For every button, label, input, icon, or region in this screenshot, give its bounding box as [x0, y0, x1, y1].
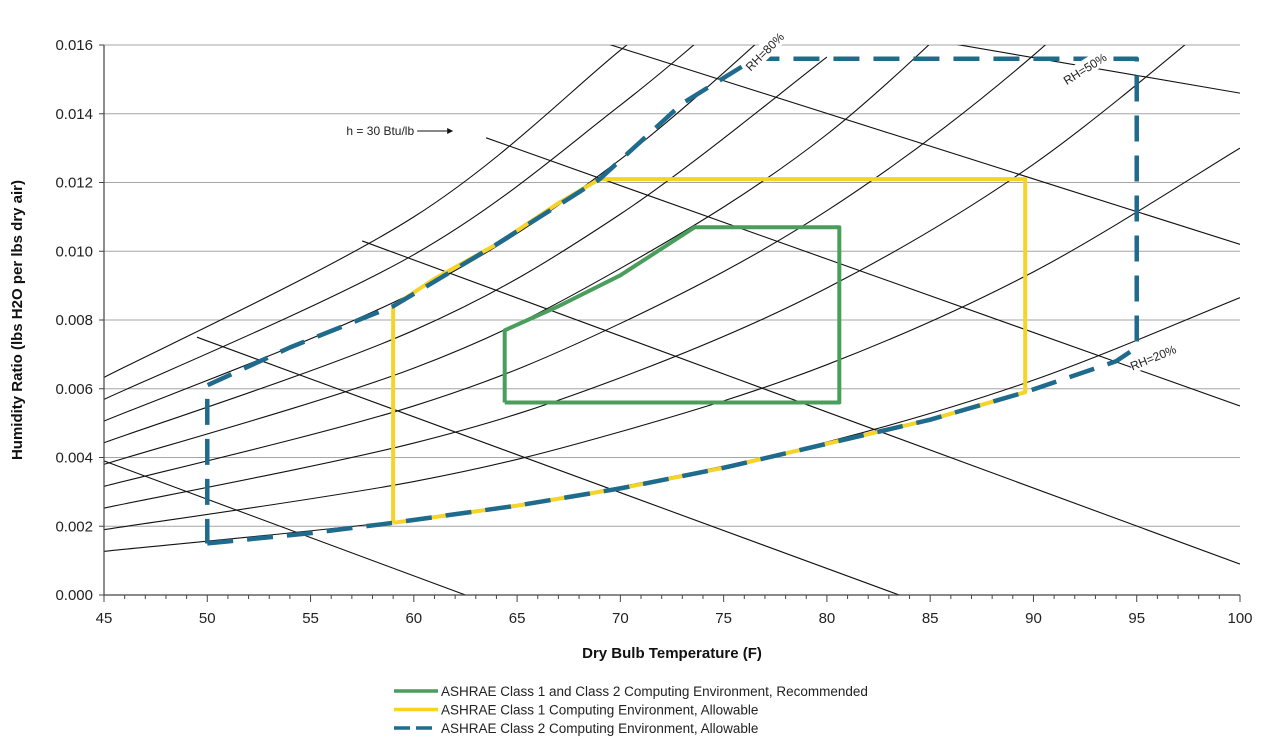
- x-tick-label: 85: [922, 610, 939, 627]
- y-axis-title: Humidity Ratio (lbs H2O per lbs dry air): [9, 180, 26, 460]
- rh-curve: [104, 56, 828, 444]
- y-tick-label: 0.008: [55, 312, 93, 329]
- x-tick-label: 60: [405, 610, 422, 627]
- enthalpy-line: [104, 460, 466, 595]
- annotation-bg: [741, 28, 787, 74]
- rh-curve: [104, 297, 1240, 552]
- x-axis-title: Dry Bulb Temperature (F): [582, 645, 762, 662]
- annotations: RH=80% RH=50%RH=20%h = 30 Btu/lb: [346, 28, 1179, 374]
- y-tick-label: 0.014: [55, 106, 93, 123]
- rh-curve: [104, 147, 1240, 531]
- x-tick-label: 95: [1128, 610, 1145, 627]
- legend-label: ASHRAE Class 1 Computing Environment, Al…: [441, 703, 758, 718]
- rh-curve: [104, 45, 1186, 509]
- series-1-outline: [502, 225, 842, 405]
- y-tick-label: 0.012: [55, 175, 93, 192]
- x-tick-label: 90: [1025, 610, 1042, 627]
- x-tick-label: 45: [96, 610, 113, 627]
- rh-curve: [104, 45, 930, 465]
- enthalpy-line: [609, 45, 1240, 245]
- y-tick-label: 0.016: [55, 37, 93, 54]
- enthalpy-line: [196, 336, 900, 595]
- y-tick-label: 0.002: [55, 518, 93, 535]
- x-tick-label: 65: [509, 610, 526, 627]
- legend-label: ASHRAE Class 2 Computing Environment, Al…: [441, 721, 758, 736]
- legend: ASHRAE Class 1 and Class 2 Computing Env…: [394, 684, 868, 736]
- rh-label: RH=20%: [1128, 342, 1178, 373]
- rh-label: RH=80%: [743, 30, 787, 74]
- x-tick-label: 80: [819, 610, 836, 627]
- legend-label: ASHRAE Class 1 and Class 2 Computing Env…: [441, 684, 868, 699]
- grid-lines: [104, 44, 1240, 527]
- rh-curve: [104, 45, 1047, 487]
- y-tick-label: 0.000: [55, 587, 93, 604]
- y-tick-label: 0.004: [55, 450, 93, 467]
- x-tick-label: 50: [199, 610, 216, 627]
- annotation-bg: [1127, 340, 1179, 374]
- x-tick-label: 55: [302, 610, 319, 627]
- background-curves: [104, 45, 1240, 595]
- y-tick-label: 0.006: [55, 381, 93, 398]
- axes: 45 50 55 60 65 70 75 80 85 90 95 100 0.000 0.002 0.004…: [55, 37, 1252, 627]
- annotation-bg: [1059, 48, 1110, 88]
- rh-curve: [104, 45, 695, 400]
- y-tick-label: 0.010: [55, 243, 93, 260]
- enthalpy-label: h = 30 Btu/lb: [346, 124, 414, 138]
- x-tick-label: 75: [715, 610, 732, 627]
- enthalpy-arrow-head: [447, 127, 454, 134]
- x-tick-label: 100: [1227, 610, 1252, 627]
- x-tick-label: 70: [612, 610, 629, 627]
- series-3-outline: [205, 56, 1139, 546]
- rh-curve: [104, 45, 628, 378]
- series-layer: [205, 56, 1139, 546]
